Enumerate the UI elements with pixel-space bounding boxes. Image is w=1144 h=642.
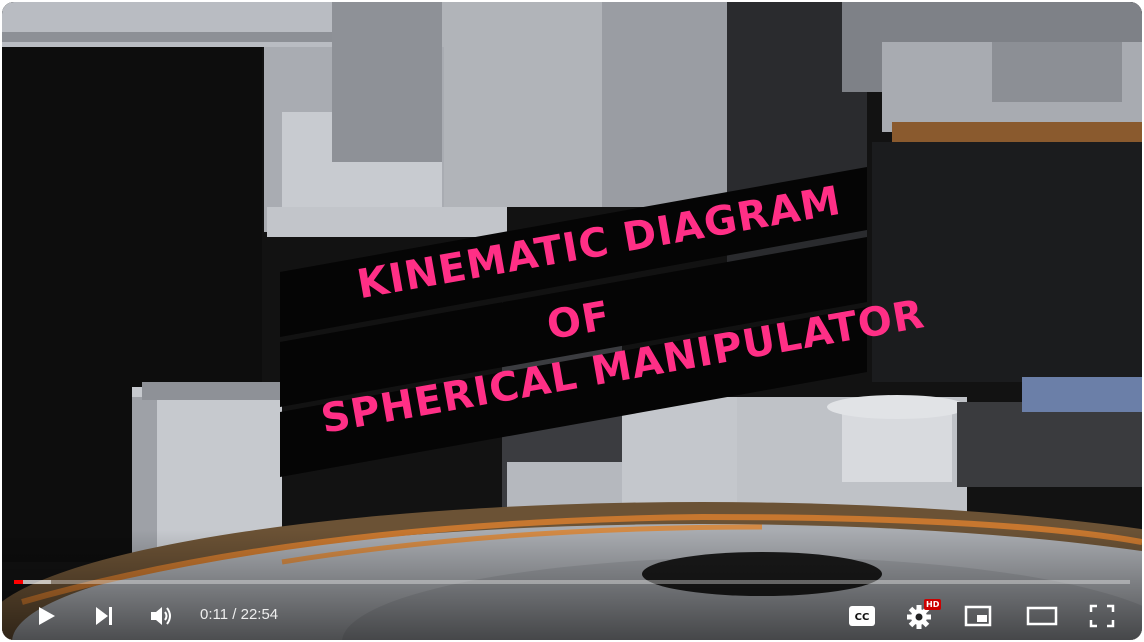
time-separator: / xyxy=(228,606,241,623)
duration: 22:54 xyxy=(240,606,279,623)
miniplayer-button[interactable] xyxy=(954,592,1002,640)
volume-button[interactable] xyxy=(138,592,186,640)
progress-played xyxy=(14,580,23,584)
controls-gradient xyxy=(2,530,1142,640)
progress-buffered xyxy=(14,580,51,584)
player-controls: 0:11 / 22:54 CC HD xyxy=(2,592,1142,640)
next-button[interactable] xyxy=(80,592,128,640)
fullscreen-icon xyxy=(1089,604,1115,628)
captions-icon: CC xyxy=(849,606,875,626)
captions-button[interactable]: CC xyxy=(838,592,886,640)
svg-text:CC: CC xyxy=(855,612,870,623)
miniplayer-icon xyxy=(964,605,992,627)
volume-icon xyxy=(151,607,171,625)
play-icon xyxy=(39,607,55,625)
theater-icon xyxy=(1026,606,1058,626)
hd-badge: HD xyxy=(924,599,942,610)
progress-bar[interactable] xyxy=(14,580,1130,584)
theater-button[interactable] xyxy=(1016,592,1068,640)
current-time: 0:11 xyxy=(200,606,229,623)
fullscreen-button[interactable] xyxy=(1078,592,1126,640)
next-icon xyxy=(96,607,112,625)
play-button[interactable] xyxy=(22,592,70,640)
time-display: 0:11 / 22:54 xyxy=(200,592,278,640)
settings-button[interactable]: HD xyxy=(896,592,944,640)
settings-icon xyxy=(907,605,931,629)
